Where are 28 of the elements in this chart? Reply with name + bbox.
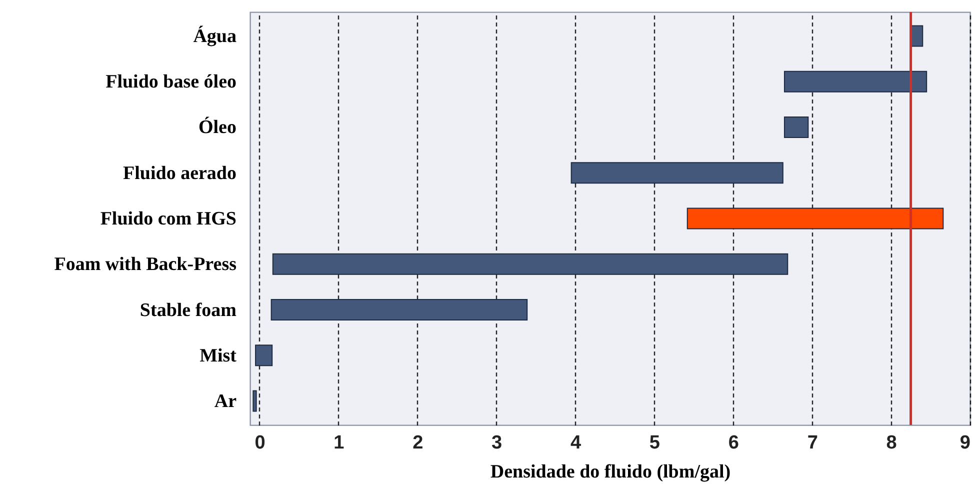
x-tick-label: 2 [412,432,424,454]
y-tick-label: Ar [214,391,238,412]
x-tick-label: 6 [728,432,739,454]
bar [272,253,788,275]
x-tick-label: 1 [334,432,345,454]
bar [784,116,809,138]
bar [686,208,944,230]
y-tick-label: Foam with Back-Press [54,254,236,276]
bar [270,299,528,321]
y-tick-label: Óleo [198,116,236,138]
x-tick-label: 8 [886,432,897,454]
bar [570,162,784,184]
x-tick-label: 0 [254,432,266,454]
y-tick-label: Mist [200,345,238,366]
x-tick-label: 4 [570,432,582,454]
bar [252,390,257,412]
y-tick-label: Fluido base óleo [106,72,236,93]
y-tick-label: Água [193,24,237,47]
bar [255,344,273,366]
x-tick-label: 9 [960,432,970,454]
y-tick-label: Fluido aerado [123,162,236,184]
y-tick-label: Fluido com HGS [100,208,236,230]
bar [784,70,928,92]
x-axis-title: Densidade do fluido (lbm/gal) [490,462,731,482]
x-tick-label: 3 [492,432,502,454]
y-tick-label: Stable foam [140,300,237,321]
x-tick-label: 5 [649,432,660,454]
x-tick-label: 7 [807,432,818,454]
